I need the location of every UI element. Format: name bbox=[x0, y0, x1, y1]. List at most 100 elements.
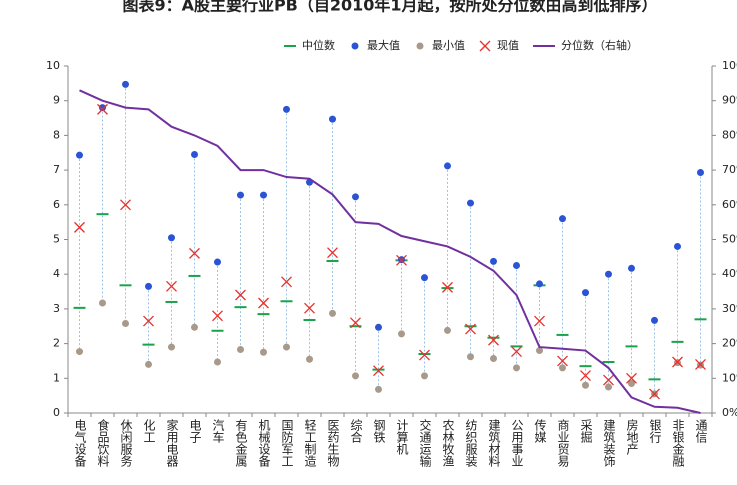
marker-dot bbox=[674, 242, 681, 250]
marker-dot bbox=[513, 262, 520, 270]
marker-dot bbox=[76, 151, 83, 159]
marker-cross bbox=[120, 199, 131, 211]
marker-dot bbox=[329, 309, 336, 317]
marker-dot bbox=[697, 169, 704, 177]
marker-cross bbox=[212, 310, 223, 322]
x-tick-label cat: 商业贸易 bbox=[556, 418, 570, 468]
y-tick-label: 2 bbox=[53, 337, 60, 350]
x-tick-label cat: 农林牧渔 bbox=[441, 419, 455, 467]
marker-dot bbox=[76, 348, 83, 356]
marker-dot bbox=[168, 343, 175, 351]
y-tick-label: 0 bbox=[53, 406, 60, 419]
x-tick-label cat: 计算机 bbox=[395, 419, 409, 455]
marker-dot bbox=[306, 355, 313, 363]
marker-cross bbox=[557, 355, 568, 367]
marker-cross bbox=[350, 317, 361, 329]
x-tick-label cat: 休闲服务 bbox=[119, 419, 133, 467]
x-tick-label cat: 有色金属 bbox=[234, 419, 248, 468]
marker-dot bbox=[628, 264, 635, 272]
chart-title: 图表9：A股主要行业PB（自2010年1月起，按所处分位数由高到低排序） bbox=[122, 0, 657, 15]
marker-dot bbox=[168, 234, 175, 242]
marker-cross bbox=[166, 280, 177, 292]
x-tick-label cat: 电气设备 bbox=[73, 419, 87, 468]
x-tick-label cat: 纺织服装 bbox=[464, 419, 478, 468]
x-tick-label cat: 综合 bbox=[349, 419, 363, 443]
marker-dot bbox=[444, 326, 451, 334]
marker-cross bbox=[304, 302, 315, 314]
marker-dot bbox=[145, 360, 152, 368]
legend-swatch bbox=[351, 42, 359, 50]
marker-dot bbox=[398, 330, 405, 338]
x-tick-label cat: 钢铁 bbox=[372, 419, 386, 443]
y2-tick-label: 10% bbox=[722, 371, 737, 384]
marker-dot bbox=[214, 358, 221, 366]
marker-dot bbox=[582, 289, 589, 297]
y2-tick-label: 20% bbox=[722, 337, 737, 350]
marker-dot bbox=[260, 348, 267, 356]
marker-dot bbox=[490, 257, 497, 265]
marker-dot bbox=[375, 323, 382, 331]
marker-cross bbox=[626, 372, 637, 384]
marker-cross bbox=[695, 358, 706, 370]
y2-tick-label: 70% bbox=[722, 163, 737, 176]
y-tick-label: 3 bbox=[53, 302, 60, 315]
marker-dot bbox=[444, 162, 451, 170]
marker-dot bbox=[582, 381, 589, 389]
x-tick-label cat: 通信 bbox=[694, 419, 708, 444]
marker-cross bbox=[189, 247, 200, 259]
y-tick-label: 8 bbox=[53, 128, 60, 141]
marker-cross bbox=[258, 297, 269, 309]
marker-dot bbox=[490, 355, 497, 363]
marker-dot bbox=[651, 316, 658, 324]
marker-cross bbox=[649, 388, 660, 400]
y2-tick-label: 80% bbox=[722, 128, 737, 141]
legend-swatch bbox=[479, 40, 491, 52]
marker-dot bbox=[99, 299, 106, 307]
marker-dot bbox=[99, 104, 106, 112]
marker-dot bbox=[191, 323, 198, 331]
marker-dot bbox=[122, 319, 129, 327]
marker-cross bbox=[442, 281, 453, 293]
marker-dot bbox=[421, 274, 428, 282]
marker-dot bbox=[237, 345, 244, 353]
marker-cross bbox=[534, 315, 545, 327]
x-tick-label cat: 电子 bbox=[188, 419, 202, 443]
x-tick-label cat: 非银金融 bbox=[671, 419, 685, 468]
marker-cross bbox=[672, 356, 683, 368]
marker-dot bbox=[559, 364, 566, 372]
x-tick-label cat: 轻工制造 bbox=[303, 419, 317, 467]
x-tick-label cat: 采掘 bbox=[579, 419, 593, 444]
y-tick-label: 7 bbox=[53, 163, 60, 176]
y2-tick-label: 90% bbox=[722, 94, 737, 107]
marker-dot bbox=[352, 193, 359, 201]
y2-tick-label: 50% bbox=[722, 233, 737, 246]
y-tick-label: 10 bbox=[46, 59, 60, 72]
x-tick-label cat: 汽车 bbox=[211, 418, 225, 444]
marker-cross bbox=[235, 289, 246, 301]
marker-cross bbox=[511, 346, 522, 358]
y-tick-label: 1 bbox=[53, 371, 60, 384]
x-tick-label cat: 化工 bbox=[142, 419, 156, 443]
x-tick-label cat: 建筑装饰 bbox=[602, 419, 616, 467]
marker-dot bbox=[329, 115, 336, 123]
marker-cross bbox=[603, 374, 614, 386]
marker-cross bbox=[327, 247, 338, 259]
marker-dot bbox=[214, 258, 221, 266]
marker-cross bbox=[396, 254, 407, 266]
marker-cross bbox=[143, 315, 154, 327]
legend-label: 最小值 bbox=[432, 39, 465, 52]
y-tick-label: 5 bbox=[53, 233, 60, 246]
x-tick-label cat: 医药生物 bbox=[326, 419, 340, 467]
marker-dot bbox=[145, 282, 152, 290]
marker-dot bbox=[605, 383, 612, 391]
x-tick-label cat: 房地产 bbox=[625, 418, 639, 456]
marker-cross bbox=[419, 349, 430, 361]
marker-dot bbox=[536, 347, 543, 355]
x-tick-label cat: 国防军工 bbox=[280, 419, 294, 467]
y2-tick-label: 100% bbox=[722, 59, 737, 72]
legend-label: 分位数（右轴） bbox=[561, 38, 638, 52]
marker-dot bbox=[283, 105, 290, 113]
marker-dot bbox=[283, 343, 290, 351]
marker-dot bbox=[467, 199, 474, 207]
